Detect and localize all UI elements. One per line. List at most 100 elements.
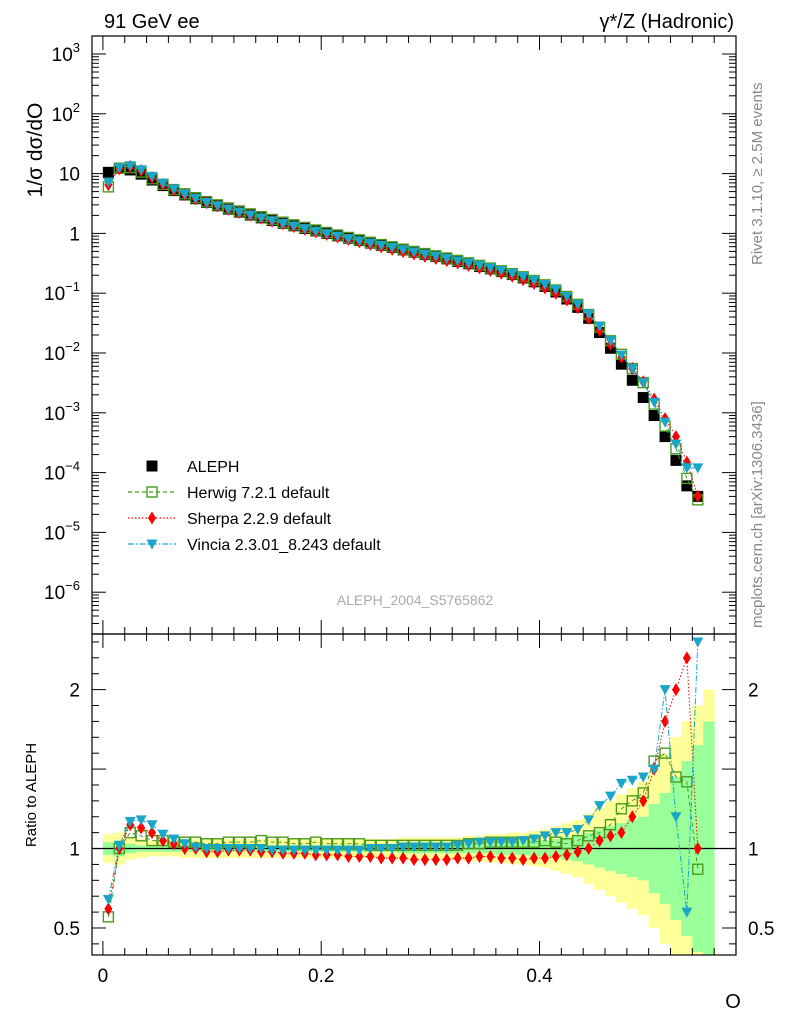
ratio-point-vincia — [648, 764, 660, 775]
ratio-point-vincia — [583, 815, 595, 826]
ratio-point-vincia — [517, 836, 529, 847]
ratio-point-vincia — [288, 845, 300, 856]
point-vincia — [408, 247, 420, 258]
series-line-vincia — [107, 165, 698, 469]
ratio-point-vincia — [430, 842, 442, 853]
ratio-point-sherpa — [475, 849, 484, 863]
ratio-point-vincia — [364, 844, 376, 855]
point-vincia — [572, 299, 584, 310]
point-vincia — [561, 292, 573, 303]
point-vincia — [484, 263, 496, 274]
series-line-herwig — [107, 167, 699, 501]
main-ytick-label: 10−6 — [44, 578, 80, 604]
ratio-point-sherpa — [693, 842, 702, 856]
ratio-point-vincia — [637, 772, 649, 783]
header-right: γ*/Z (Hadronic) — [600, 11, 734, 33]
header-left: 91 GeV ee — [104, 11, 200, 33]
ratio-point-sherpa — [377, 851, 386, 865]
ratio-point-vincia — [484, 837, 496, 848]
ratio-point-sherpa — [661, 714, 670, 728]
point-data — [637, 392, 649, 404]
ratio-point-vincia — [179, 839, 191, 850]
point-vincia — [201, 197, 213, 208]
ratio-point-vincia — [321, 845, 333, 856]
point-vincia — [157, 178, 169, 189]
point-vincia — [517, 272, 529, 283]
point-vincia — [397, 245, 409, 256]
point-vincia — [299, 224, 311, 235]
legend-marker-herwig — [146, 486, 158, 498]
ratio-point-sherpa — [355, 849, 364, 863]
ratio-point-herwig — [692, 863, 704, 875]
main-ytick-label: 103 — [52, 40, 80, 66]
point-vincia — [310, 226, 322, 237]
ratio-point-vincia — [615, 778, 627, 789]
ratio-line-herwig — [107, 752, 699, 917]
x-axis-label: O — [725, 991, 741, 1013]
legend-label-vincia: Vincia 2.3.01_8.243 default — [187, 537, 381, 554]
point-vincia — [463, 258, 475, 269]
rivet-label: Rivet 3.1.10, ≥ 2.5M events — [749, 83, 766, 266]
ratio-point-sherpa — [639, 794, 648, 808]
ratio-point-vincia — [299, 845, 311, 856]
point-vincia — [452, 256, 464, 267]
point-vincia — [495, 265, 507, 276]
legend: ALEPH Herwig 7.2.1 default Sherpa 2.2.9 de… — [128, 459, 381, 554]
point-vincia — [266, 216, 278, 227]
ratio-point-sherpa — [671, 683, 680, 697]
ratio-point-vincia — [353, 845, 365, 856]
point-vincia — [212, 201, 224, 212]
ratio-point-vincia — [659, 685, 671, 696]
point-data — [670, 454, 682, 466]
point-vincia — [233, 207, 245, 218]
ratio-point-vincia — [201, 844, 213, 855]
point-vincia — [615, 350, 627, 361]
ratio-point-vincia — [452, 840, 464, 851]
ratio-point-sherpa — [137, 821, 146, 835]
point-vincia — [441, 254, 453, 265]
point-vincia — [583, 309, 595, 320]
point-vincia — [473, 261, 485, 272]
ratio-point-vincia — [561, 828, 573, 839]
ratio-point-vincia — [233, 844, 245, 855]
point-vincia — [648, 397, 660, 408]
main-ytick-label: 10−3 — [44, 399, 80, 425]
ratio-point-sherpa — [562, 848, 571, 862]
point-data — [659, 431, 671, 443]
ratio-point-vincia — [102, 894, 114, 905]
analysis-watermark: ALEPH_2004_S5765862 — [337, 592, 494, 608]
ratio-point-vincia — [692, 637, 704, 648]
point-vincia — [113, 163, 125, 174]
ratio-point-sherpa — [508, 851, 517, 865]
ratio-point-sherpa — [453, 851, 462, 865]
ratio-point-vincia — [266, 845, 278, 856]
ratio-point-sherpa — [497, 851, 506, 865]
ratio-series-layer — [102, 637, 704, 923]
ratio-point-sherpa — [410, 853, 418, 867]
point-data — [648, 410, 660, 422]
ratio-point-vincia — [397, 842, 409, 853]
ratio-point-vincia — [572, 824, 584, 835]
ratio-point-vincia — [375, 844, 387, 855]
ratio-point-vincia — [528, 834, 540, 845]
ratio-point-vincia — [681, 907, 693, 918]
point-vincia — [255, 213, 267, 224]
ratio-point-vincia — [255, 844, 267, 855]
legend-marker-vincia — [146, 539, 158, 550]
ratio-point-vincia — [157, 829, 169, 840]
ratio-point-vincia — [168, 834, 180, 845]
ratio-point-sherpa — [399, 851, 408, 865]
ratio-point-sherpa — [540, 851, 549, 865]
legend-label-herwig: Herwig 7.2.1 default — [187, 485, 330, 502]
point-vincia — [550, 285, 562, 296]
xtick-label: 0.4 — [526, 966, 553, 987]
point-vincia — [626, 364, 638, 375]
main-ytick-label: 1 — [69, 224, 80, 245]
legend-label-sherpa: Sherpa 2.2.9 default — [187, 511, 332, 528]
point-vincia — [168, 184, 180, 195]
point-vincia — [146, 171, 158, 182]
ratio-point-vincia — [604, 791, 616, 802]
ratio-point-vincia — [408, 842, 420, 853]
ratio-point-sherpa — [388, 851, 397, 865]
